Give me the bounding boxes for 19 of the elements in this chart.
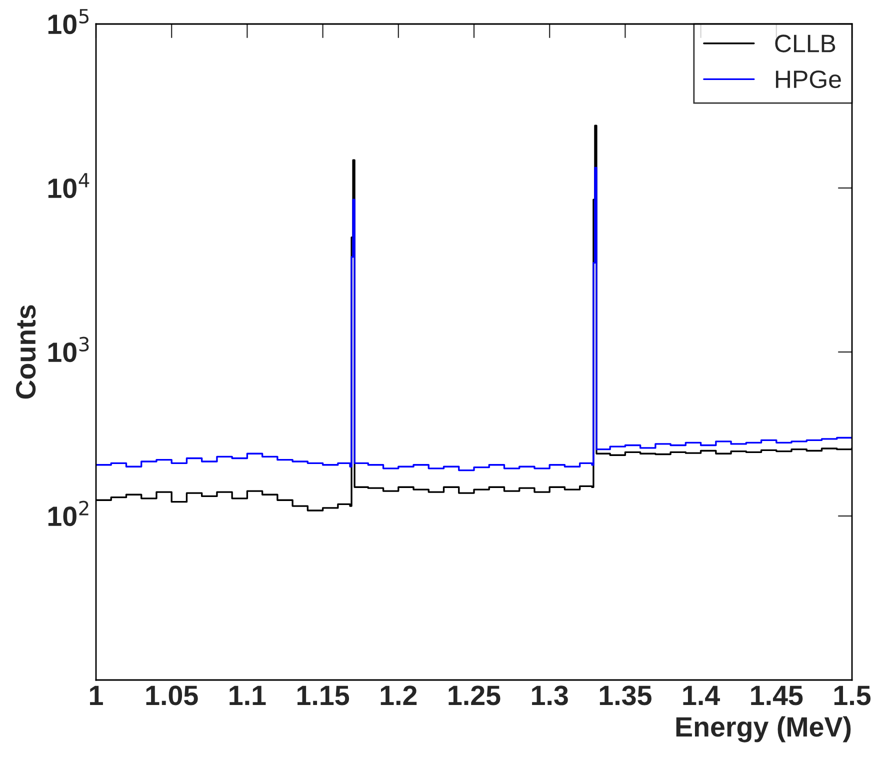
- y-tick-label: 10$^{3}$: [48, 336, 89, 362]
- x-tick-label: 1.45: [751, 686, 803, 706]
- x-tick-label: 1.1: [230, 686, 266, 705]
- y-tick-label: 10$^{2}$: [48, 500, 88, 526]
- x-tick-label: 1.2: [380, 686, 417, 705]
- x-tick-label: 1: [90, 686, 103, 705]
- text: CLLB: [775, 34, 836, 52]
- x-tick-label: 1.35: [600, 686, 652, 706]
- y-axis-title: Counts: [16, 305, 36, 399]
- x-tick-label: 1.4: [683, 686, 720, 705]
- y-tick-label: 10$^{4}$: [48, 173, 90, 198]
- legend-label: HPGe: [776, 70, 841, 88]
- x-tick-label: 1.15: [298, 686, 350, 706]
- y-tick-label: 10$^{5}$: [48, 9, 89, 34]
- x-tick-label: 1.25: [448, 686, 500, 706]
- x-tick-label: 1.3: [532, 686, 568, 706]
- x-tick-label: 1.5: [834, 686, 871, 706]
- x-tick-label: 1.05: [146, 686, 198, 706]
- x-axis-title: Energy (MeV): [676, 716, 851, 742]
